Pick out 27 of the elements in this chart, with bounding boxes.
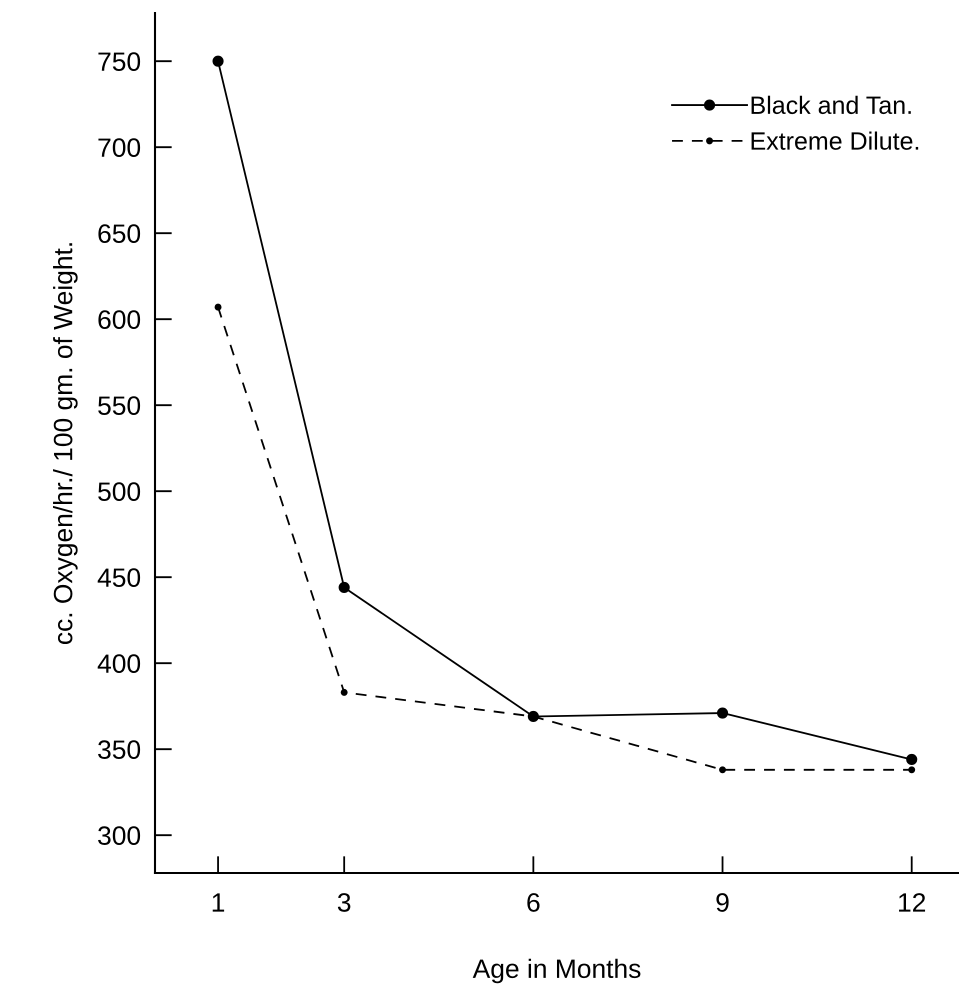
x-tick-label: 1 [212, 893, 224, 912]
point [719, 766, 726, 774]
point [340, 688, 348, 696]
point [906, 754, 918, 766]
legend-label: Black and Tan. [752, 96, 911, 114]
y-tick-label: 400 [98, 654, 140, 673]
point [214, 304, 222, 311]
y-tick-label: 700 [98, 138, 140, 157]
x-axis-title: Age in Months [472, 958, 640, 984]
y-tick-label: 750 [98, 52, 140, 71]
point [212, 56, 224, 67]
x-tick-label: 9 [716, 893, 729, 912]
point [716, 707, 728, 719]
y-tick-label: 650 [98, 224, 140, 243]
legend-label: Extreme Dilute. [752, 132, 918, 150]
x-tick-label: 6 [527, 893, 540, 912]
y-tick-label: 450 [98, 568, 140, 587]
x-tick-label: 12 [899, 893, 926, 912]
x-tick-label: 3 [338, 893, 350, 912]
y-tick-label: 500 [98, 482, 140, 501]
y-tick-label: 600 [98, 310, 140, 329]
y-tick-label: 550 [98, 396, 140, 415]
point [338, 582, 350, 594]
point [908, 766, 916, 774]
y-axis-title: cc. Oxygen/hr./ 100 gm. of Weight. [53, 243, 78, 644]
y-tick-label: 300 [98, 826, 140, 845]
y-tick-label: 350 [98, 740, 140, 759]
